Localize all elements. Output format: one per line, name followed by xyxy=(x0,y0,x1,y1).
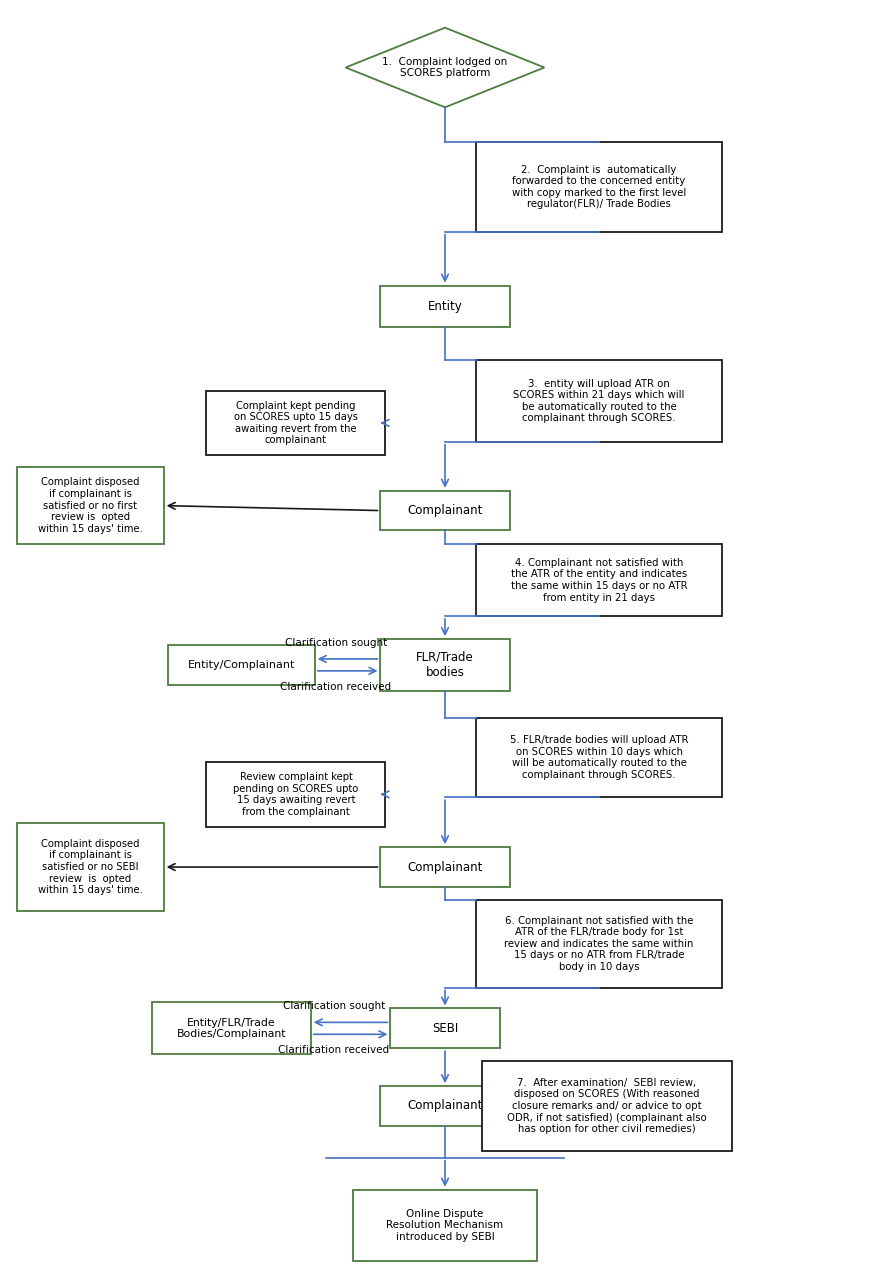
FancyBboxPatch shape xyxy=(380,848,510,887)
Text: Clarification sought: Clarification sought xyxy=(282,1002,385,1011)
Polygon shape xyxy=(346,27,544,107)
Text: Complaint disposed
if complainant is
satisfied or no first
review is  opted
with: Complaint disposed if complainant is sat… xyxy=(37,478,143,533)
Text: Complainant: Complainant xyxy=(407,504,483,516)
FancyBboxPatch shape xyxy=(476,545,723,616)
FancyBboxPatch shape xyxy=(482,1061,732,1150)
FancyBboxPatch shape xyxy=(390,1009,500,1048)
FancyBboxPatch shape xyxy=(380,639,510,690)
Text: SEBI: SEBI xyxy=(432,1021,458,1034)
Text: 5. FLR/trade bodies will upload ATR
on SCORES within 10 days which
will be autom: 5. FLR/trade bodies will upload ATR on S… xyxy=(510,735,688,781)
FancyBboxPatch shape xyxy=(476,142,723,232)
FancyBboxPatch shape xyxy=(476,361,723,442)
FancyBboxPatch shape xyxy=(207,390,386,456)
Text: Entity/FLR/Trade
Bodies/Complainant: Entity/FLR/Trade Bodies/Complainant xyxy=(176,1018,286,1039)
Text: Clarification sought: Clarification sought xyxy=(284,638,387,648)
Text: 4. Complainant not satisfied with
the ATR of the entity and indicates
the same w: 4. Complainant not satisfied with the AT… xyxy=(511,558,687,603)
FancyBboxPatch shape xyxy=(380,286,510,327)
FancyBboxPatch shape xyxy=(476,717,723,797)
FancyBboxPatch shape xyxy=(380,1086,510,1126)
Text: Entity/Complainant: Entity/Complainant xyxy=(188,659,295,670)
Text: 6. Complainant not satisfied with the
ATR of the FLR/trade body for 1st
review a: 6. Complainant not satisfied with the AT… xyxy=(504,916,694,972)
Text: Entity: Entity xyxy=(428,300,462,313)
Text: Clarification received: Clarification received xyxy=(278,1046,389,1055)
FancyBboxPatch shape xyxy=(353,1190,537,1261)
Text: Complainant: Complainant xyxy=(407,860,483,873)
FancyBboxPatch shape xyxy=(168,645,315,685)
Text: Online Dispute
Resolution Mechanism
introduced by SEBI: Online Dispute Resolution Mechanism intr… xyxy=(387,1209,503,1242)
Text: Review complaint kept
pending on SCORES upto
15 days awaiting revert
from the co: Review complaint kept pending on SCORES … xyxy=(233,772,358,817)
Text: Complainant: Complainant xyxy=(407,1100,483,1113)
Text: FLR/Trade
bodies: FLR/Trade bodies xyxy=(416,650,474,679)
Text: Complaint disposed
if complainant is
satisfied or no SEBI
review  is  opted
with: Complaint disposed if complainant is sat… xyxy=(37,838,143,895)
Text: 1.  Complaint lodged on
SCORES platform: 1. Complaint lodged on SCORES platform xyxy=(382,57,508,79)
Text: 7.  After examination/  SEBI review,
disposed on SCORES (With reasoned
closure r: 7. After examination/ SEBI review, dispo… xyxy=(507,1078,707,1135)
FancyBboxPatch shape xyxy=(151,1002,311,1054)
FancyBboxPatch shape xyxy=(380,491,510,531)
FancyBboxPatch shape xyxy=(17,823,164,911)
FancyBboxPatch shape xyxy=(17,466,164,545)
Text: Complaint kept pending
on SCORES upto 15 days
awaiting revert from the
complaina: Complaint kept pending on SCORES upto 15… xyxy=(234,401,358,446)
FancyBboxPatch shape xyxy=(476,900,723,988)
Text: 3.  entity will upload ATR on
SCORES within 21 days which will
be automatically : 3. entity will upload ATR on SCORES with… xyxy=(513,379,684,424)
Text: Clarification received: Clarification received xyxy=(280,681,391,692)
FancyBboxPatch shape xyxy=(207,762,386,827)
Text: 2.  Complaint is  automatically
forwarded to the concerned entity
with copy mark: 2. Complaint is automatically forwarded … xyxy=(512,165,686,210)
